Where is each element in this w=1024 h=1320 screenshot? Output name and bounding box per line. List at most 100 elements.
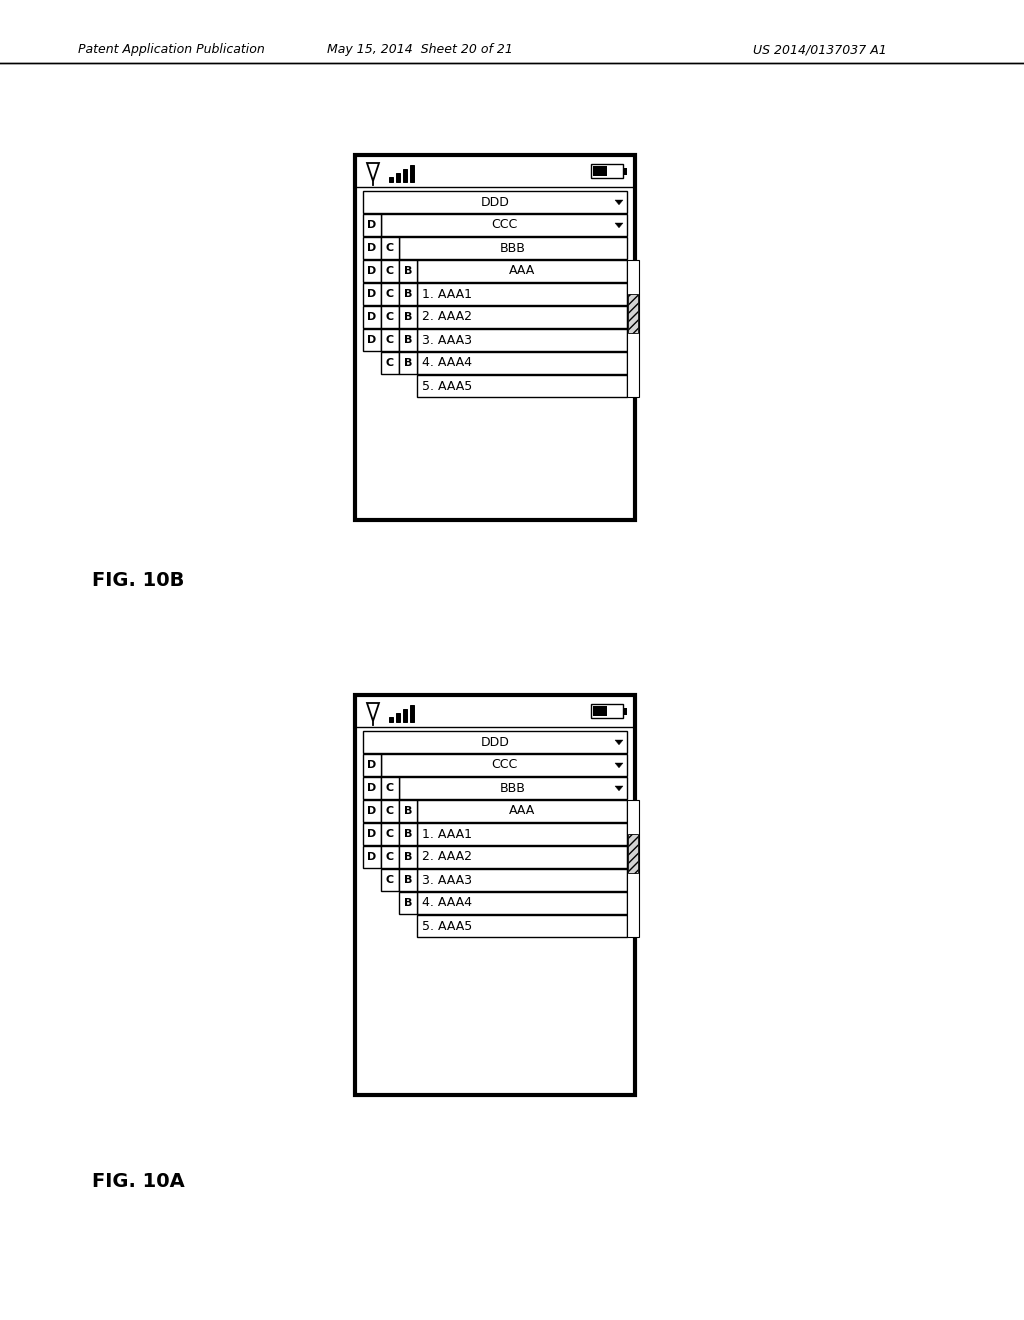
Bar bbox=[355, 696, 635, 1096]
Text: B: B bbox=[403, 267, 413, 276]
Text: D: D bbox=[368, 243, 377, 253]
Polygon shape bbox=[615, 201, 623, 205]
Bar bbox=[362, 800, 381, 822]
Text: C: C bbox=[386, 243, 394, 253]
Bar bbox=[623, 708, 627, 714]
Text: AAA: AAA bbox=[509, 264, 536, 277]
Bar bbox=[623, 168, 627, 174]
Bar bbox=[399, 800, 417, 822]
Bar bbox=[381, 329, 399, 351]
Text: DDD: DDD bbox=[480, 735, 509, 748]
Text: 3. AAA3: 3. AAA3 bbox=[422, 874, 472, 887]
Text: CCC: CCC bbox=[490, 759, 517, 771]
Text: B: B bbox=[403, 851, 413, 862]
Polygon shape bbox=[615, 763, 623, 768]
Bar bbox=[628, 834, 638, 873]
Bar bbox=[362, 238, 381, 259]
Bar bbox=[628, 294, 638, 333]
Text: C: C bbox=[386, 807, 394, 816]
Text: 5. AAA5: 5. AAA5 bbox=[422, 380, 472, 392]
Bar bbox=[362, 329, 381, 351]
Bar bbox=[399, 869, 417, 891]
Bar bbox=[381, 306, 399, 327]
Text: D: D bbox=[368, 267, 377, 276]
Bar bbox=[389, 717, 393, 722]
Bar bbox=[593, 706, 607, 715]
Text: DDD: DDD bbox=[480, 195, 509, 209]
Text: BBB: BBB bbox=[500, 781, 526, 795]
Text: B: B bbox=[403, 898, 413, 908]
Text: 5. AAA5: 5. AAA5 bbox=[422, 920, 472, 932]
Bar bbox=[381, 822, 399, 845]
Bar bbox=[410, 165, 414, 182]
Bar bbox=[362, 822, 381, 845]
Bar bbox=[417, 892, 627, 913]
Bar bbox=[591, 704, 623, 718]
Bar bbox=[399, 238, 627, 259]
Text: C: C bbox=[386, 335, 394, 345]
Text: C: C bbox=[386, 312, 394, 322]
Bar bbox=[362, 191, 627, 213]
Bar bbox=[362, 846, 381, 869]
Bar bbox=[362, 282, 381, 305]
Bar bbox=[399, 282, 417, 305]
Bar bbox=[396, 713, 400, 722]
Polygon shape bbox=[615, 741, 623, 744]
Text: CCC: CCC bbox=[490, 219, 517, 231]
Bar bbox=[396, 173, 400, 182]
Text: 1. AAA1: 1. AAA1 bbox=[422, 828, 472, 841]
Bar bbox=[381, 260, 399, 282]
Bar bbox=[399, 822, 417, 845]
Text: D: D bbox=[368, 220, 377, 230]
Bar bbox=[399, 777, 627, 799]
Bar bbox=[417, 282, 627, 305]
Bar bbox=[417, 306, 627, 327]
Text: B: B bbox=[403, 335, 413, 345]
Bar bbox=[410, 705, 414, 722]
Text: B: B bbox=[403, 358, 413, 368]
Text: C: C bbox=[386, 875, 394, 884]
Text: FIG. 10A: FIG. 10A bbox=[92, 1172, 185, 1191]
Bar bbox=[399, 846, 417, 869]
Text: C: C bbox=[386, 851, 394, 862]
Bar bbox=[417, 846, 627, 869]
Bar bbox=[362, 214, 381, 236]
Text: C: C bbox=[386, 289, 394, 300]
Bar bbox=[362, 777, 381, 799]
Bar bbox=[381, 869, 399, 891]
Bar bbox=[381, 846, 399, 869]
Text: D: D bbox=[368, 829, 377, 840]
Text: D: D bbox=[368, 289, 377, 300]
Text: 2. AAA2: 2. AAA2 bbox=[422, 850, 472, 863]
Text: D: D bbox=[368, 807, 377, 816]
Bar bbox=[627, 260, 639, 397]
Bar bbox=[355, 154, 635, 520]
Polygon shape bbox=[615, 223, 623, 228]
Bar bbox=[381, 800, 399, 822]
Bar bbox=[381, 754, 627, 776]
Text: C: C bbox=[386, 358, 394, 368]
Text: D: D bbox=[368, 760, 377, 770]
Polygon shape bbox=[615, 785, 623, 791]
Bar bbox=[417, 329, 627, 351]
Bar bbox=[362, 306, 381, 327]
Text: 4. AAA4: 4. AAA4 bbox=[422, 896, 472, 909]
Bar bbox=[417, 822, 627, 845]
Bar bbox=[399, 352, 417, 374]
Bar bbox=[389, 177, 393, 182]
Bar bbox=[362, 260, 381, 282]
Text: C: C bbox=[386, 829, 394, 840]
Bar bbox=[399, 260, 417, 282]
Text: 4. AAA4: 4. AAA4 bbox=[422, 356, 472, 370]
Bar bbox=[381, 214, 627, 236]
Bar bbox=[381, 282, 399, 305]
Bar bbox=[417, 869, 627, 891]
Text: FIG. 10B: FIG. 10B bbox=[92, 572, 184, 590]
Text: 1. AAA1: 1. AAA1 bbox=[422, 288, 472, 301]
Text: AAA: AAA bbox=[509, 804, 536, 817]
Bar bbox=[399, 306, 417, 327]
Text: B: B bbox=[403, 807, 413, 816]
Bar bbox=[381, 238, 399, 259]
Bar bbox=[627, 800, 639, 937]
Bar bbox=[399, 892, 417, 913]
